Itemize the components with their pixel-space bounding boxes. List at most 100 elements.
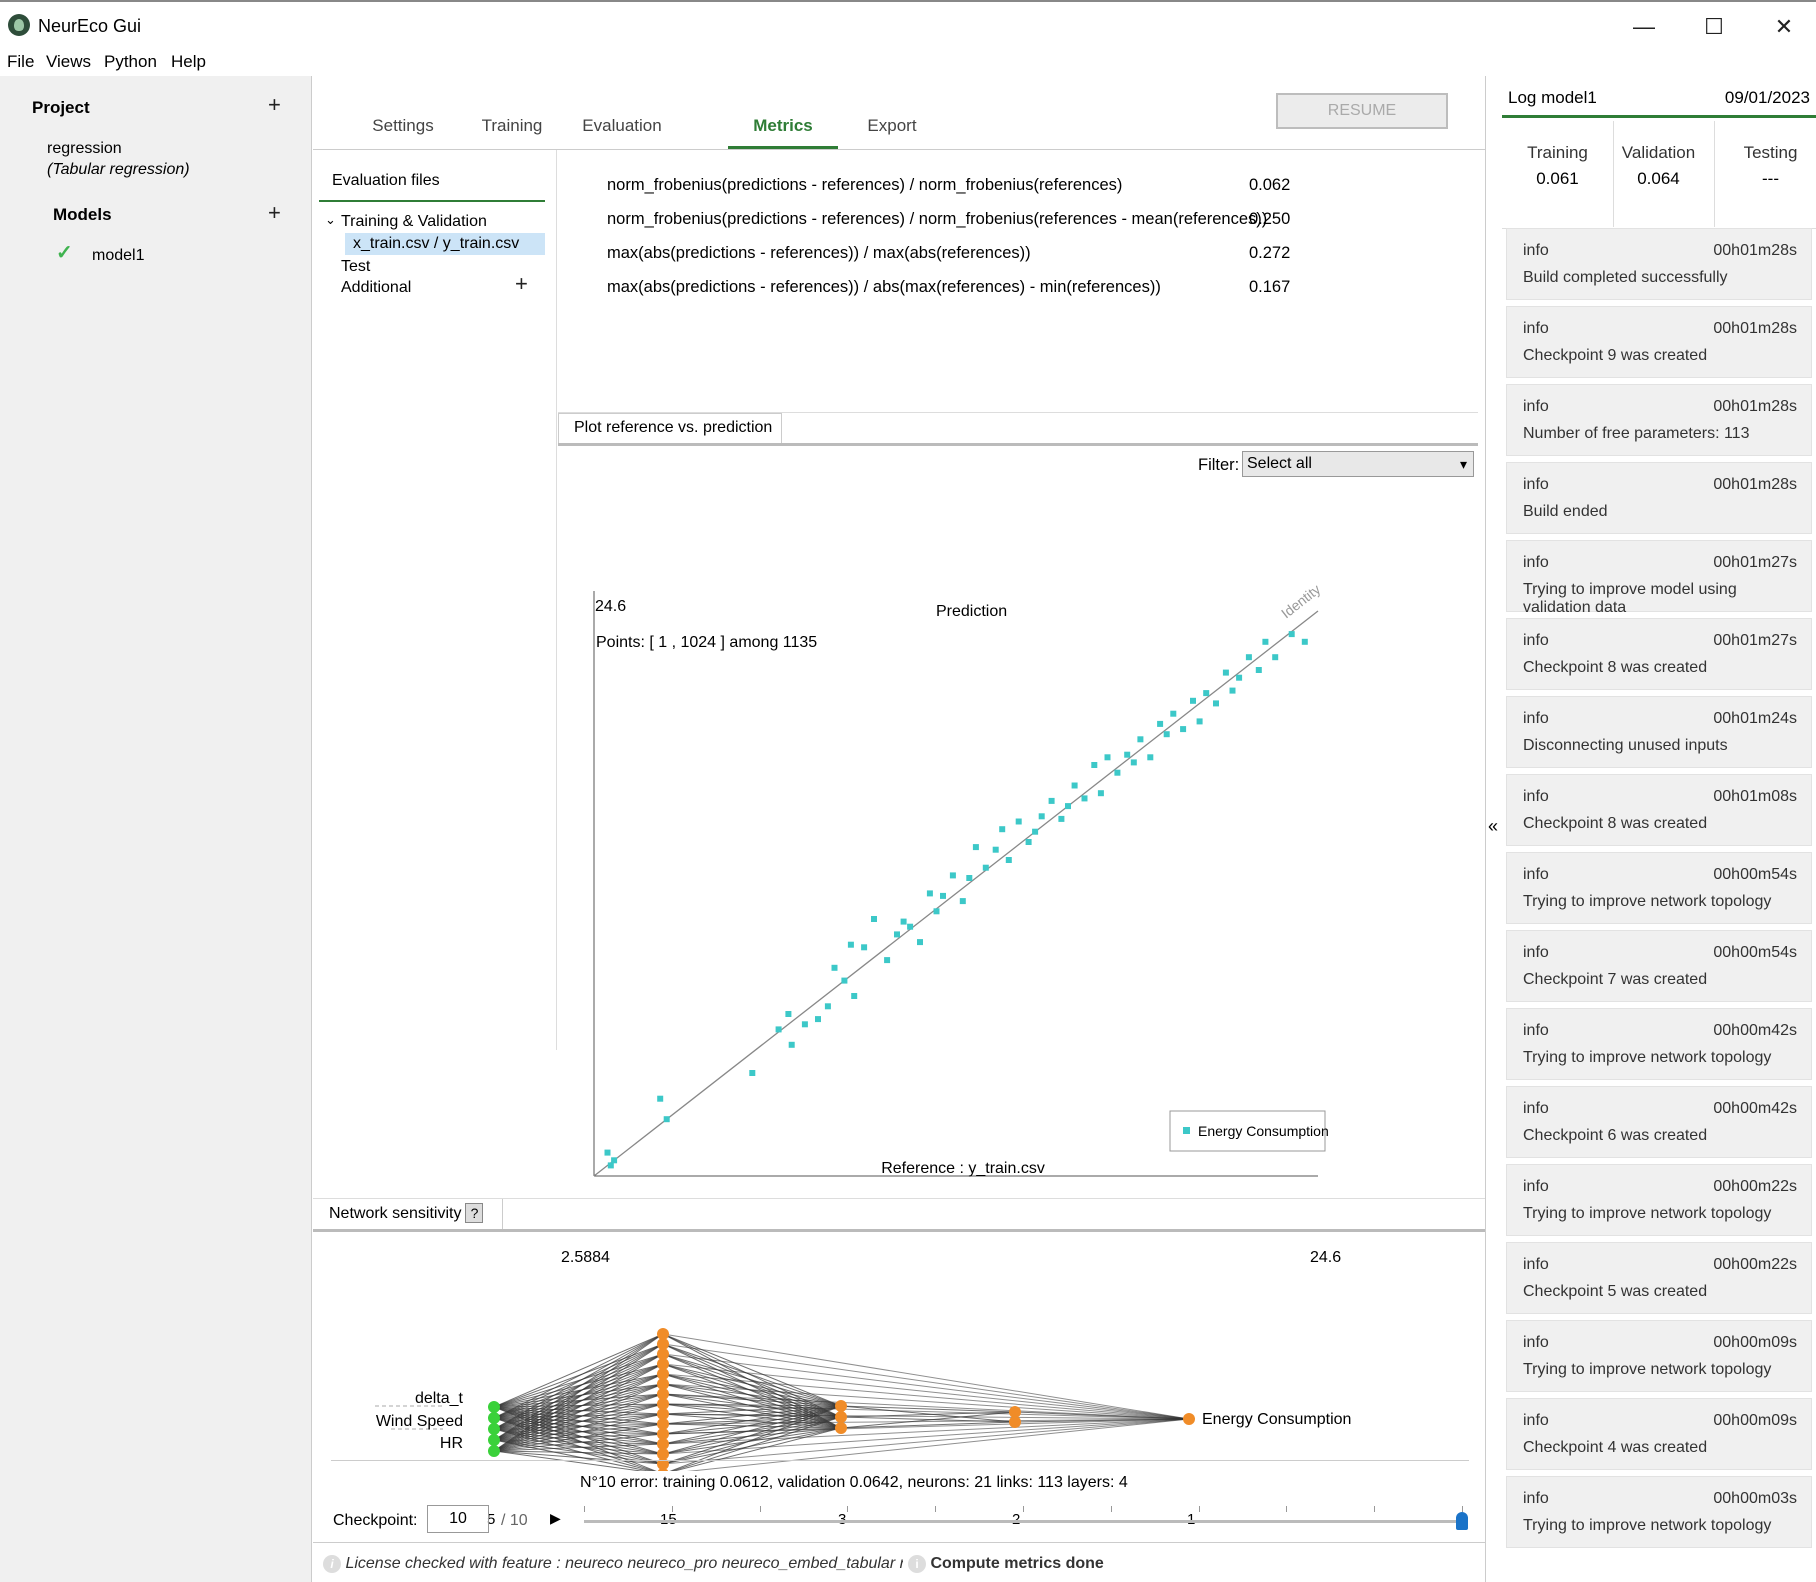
- sensitivity-tab-label: Network sensitivity: [329, 1205, 462, 1222]
- sensitivity-divider: [313, 1198, 1485, 1199]
- play-icon[interactable]: ▶: [550, 1510, 561, 1526]
- network-links: [493, 1333, 1190, 1471]
- log-level: info: [1523, 1490, 1549, 1507]
- add-project-icon[interactable]: +: [268, 92, 281, 117]
- network-link: [493, 1450, 664, 1465]
- log-level: info: [1523, 788, 1549, 805]
- input-label: delta_t: [415, 1390, 464, 1407]
- output-label: Energy Consumption: [1202, 1411, 1351, 1428]
- tab-settings[interactable]: Settings: [372, 116, 434, 135]
- tab-export[interactable]: Export: [867, 116, 917, 135]
- log-level: info: [1523, 476, 1549, 493]
- sensitivity-tab[interactable]: Network sensitivity?: [313, 1199, 503, 1229]
- scatter-point: [1196, 718, 1203, 725]
- network-nodes: [488, 1328, 1195, 1471]
- log-message: Trying to improve network topology: [1523, 1361, 1772, 1378]
- neuron-node: [657, 1368, 669, 1380]
- tab-metrics[interactable]: Metrics: [753, 116, 813, 135]
- chart-title: Prediction: [936, 603, 1007, 620]
- log-entry: info 00h00m22s Checkpoint 5 was created: [1506, 1242, 1812, 1314]
- network-link: [662, 1353, 842, 1407]
- network-link: [493, 1393, 664, 1452]
- neuron-node: [657, 1348, 669, 1360]
- network-link: [840, 1405, 1016, 1413]
- scatter-point: [801, 1021, 808, 1028]
- add-file-icon[interactable]: +: [515, 271, 528, 296]
- scatter-point: [1015, 818, 1022, 825]
- minimize-icon[interactable]: —: [1633, 14, 1655, 39]
- chevron-down-icon[interactable]: ⌄: [325, 212, 336, 227]
- network-link: [662, 1403, 842, 1407]
- scatter-point: [1203, 690, 1210, 697]
- scatter-point: [1130, 759, 1137, 766]
- x-tick-min: 2.5884: [561, 1249, 610, 1266]
- checkpoint-tick: [671, 1506, 673, 1512]
- checkpoint-tick: [1198, 1506, 1200, 1512]
- neuron-node: [657, 1458, 669, 1470]
- checkpoint-input[interactable]: 10: [427, 1505, 489, 1533]
- log-entry: info 00h01m28s Checkpoint 9 was created: [1506, 306, 1812, 378]
- tree-training-validation[interactable]: Training & Validation: [341, 213, 487, 230]
- layer-count: 1: [1187, 1511, 1195, 1528]
- tree-additional[interactable]: Additional: [341, 279, 412, 296]
- scatter-point: [1229, 687, 1236, 694]
- scatter-point: [1190, 697, 1196, 704]
- network-link: [493, 1423, 664, 1452]
- checkpoint-slider-handle[interactable]: [1456, 1512, 1468, 1530]
- scatter-chart[interactable]: 24.6 Prediction Points: [ 1 , 1024 ] amo…: [558, 481, 1478, 1281]
- menu-file[interactable]: File: [7, 52, 35, 71]
- log-time: 00h00m09s: [1713, 1412, 1797, 1429]
- network-link: [662, 1343, 1190, 1420]
- license-text: License checked with feature : neureco n…: [345, 1555, 903, 1572]
- network-link: [493, 1333, 664, 1408]
- input-label: HR: [440, 1435, 463, 1452]
- scatter-point: [851, 993, 858, 999]
- log-entry: info 00h00m42s Checkpoint 6 was created: [1506, 1086, 1812, 1158]
- menu-python[interactable]: Python: [104, 52, 157, 71]
- input-node: [488, 1445, 500, 1457]
- tab-evaluation[interactable]: Evaluation: [582, 116, 662, 135]
- status-message: Compute metrics done: [930, 1555, 1104, 1572]
- filter-select[interactable]: Select all: [1242, 451, 1474, 477]
- scatter-point: [949, 872, 956, 879]
- network-link: [840, 1421, 1016, 1429]
- checkpoint-tick: [759, 1506, 761, 1512]
- log-level: info: [1523, 710, 1549, 727]
- add-model-icon[interactable]: +: [268, 200, 281, 225]
- project-name[interactable]: regression: [47, 140, 122, 157]
- log-list[interactable]: info 00h01m28s Build completed successfull…: [1502, 224, 1816, 1582]
- tree-file-item[interactable]: x_train.csv / y_train.csv: [345, 233, 545, 255]
- scatter-point: [657, 1095, 664, 1102]
- model-item[interactable]: model1: [92, 247, 145, 264]
- checkpoint-tick: [847, 1506, 849, 1512]
- help-icon[interactable]: ?: [465, 1203, 484, 1223]
- tree-test[interactable]: Test: [341, 258, 371, 275]
- log-entry: info 00h00m09s Checkpoint 4 was created: [1506, 1398, 1812, 1470]
- maximize-icon[interactable]: ☐: [1704, 14, 1724, 39]
- resume-button[interactable]: RESUME: [1276, 93, 1448, 129]
- collapse-panel-button[interactable]: «: [1485, 76, 1502, 1582]
- scatter-point: [972, 844, 979, 851]
- title-bar: NeurEco Gui — ☐ ✕: [0, 0, 1816, 48]
- neuron-node: [657, 1468, 669, 1471]
- plot-tab[interactable]: Plot reference vs. prediction: [558, 413, 782, 443]
- network-link: [662, 1353, 1190, 1420]
- metric-label: norm_frobenius(predictions - references)…: [607, 176, 1123, 194]
- menu-help[interactable]: Help: [171, 52, 206, 71]
- neuron-node: [835, 1411, 847, 1423]
- tab-training[interactable]: Training: [481, 116, 543, 135]
- log-message: Number of free parameters: 113: [1523, 425, 1750, 442]
- checkpoint-tick: [1286, 1506, 1288, 1512]
- checkpoint-track[interactable]: [584, 1520, 1462, 1523]
- neuron-node: [657, 1428, 669, 1440]
- scatter-point: [1147, 754, 1154, 761]
- menu-views[interactable]: Views: [46, 52, 92, 71]
- log-date: 09/01/2023: [1724, 88, 1810, 107]
- close-icon[interactable]: ✕: [1774, 14, 1794, 39]
- scatter-point: [749, 1070, 756, 1076]
- layer-count: 2: [1012, 1511, 1020, 1528]
- network-link: [686, 1418, 1190, 1471]
- neuron-node: [657, 1418, 669, 1430]
- metric-value: 0.062: [1249, 176, 1291, 194]
- app-title: NeurEco Gui: [38, 16, 142, 36]
